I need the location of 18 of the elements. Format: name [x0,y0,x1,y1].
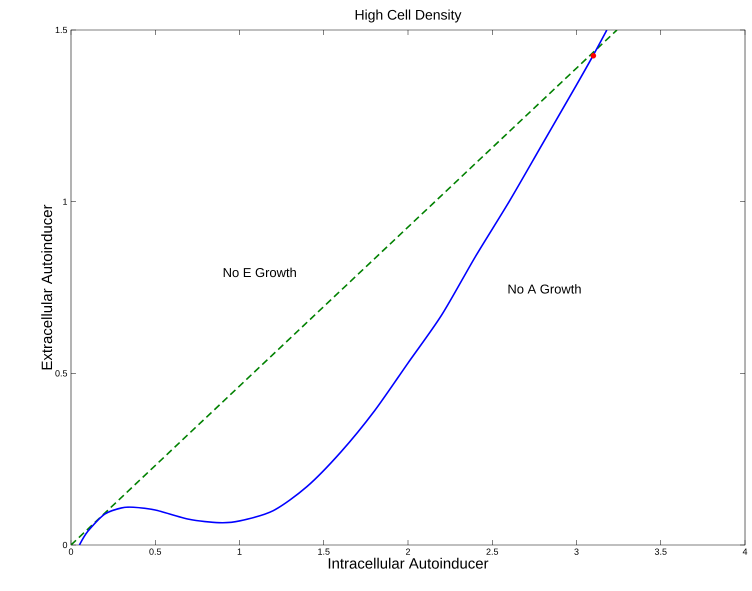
y-tick-label: 1 [63,198,68,205]
x-tick-label: 1 [238,548,242,555]
x-tick-label: 2.5 [486,548,498,555]
x-tick-label: 4 [742,548,748,555]
x-tick-label: 0.5 [149,548,162,555]
y-tick-label: 0.5 [55,370,68,377]
x-tick-label: 0 [68,548,74,555]
x-tick-label: 2 [406,548,410,555]
x-tick-label: 3 [574,548,579,555]
chart-title: High Cell Density [356,9,462,22]
annotation: No A Growth [508,284,581,294]
x-tick-label: 1.5 [318,548,330,555]
x-axis-title: Intracellular Autoinducer [328,558,488,569]
y-axis-title: Extracellular Autoinducer [41,204,52,370]
x-tick-label: 3.5 [654,548,667,555]
y-tick-label: 0 [62,542,68,548]
annotation: No E Growth [224,268,296,278]
y-tick-label: 1.5 [56,26,68,34]
